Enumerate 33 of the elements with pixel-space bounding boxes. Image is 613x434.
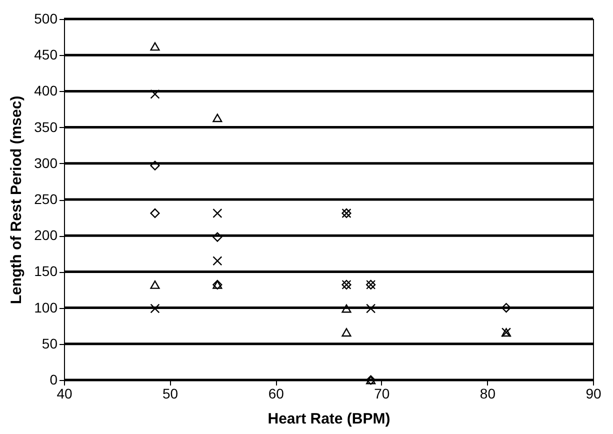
point — [150, 304, 160, 314]
point — [212, 208, 222, 218]
x-tick-label: 50 — [162, 386, 178, 402]
y-tick-label: 400 — [34, 82, 58, 99]
x-tick-label: 60 — [268, 386, 284, 402]
y-tick-label: 450 — [34, 46, 58, 63]
y-tick-label: 100 — [34, 299, 58, 316]
point — [150, 208, 160, 218]
y-axis-title: Length of Rest Period (msec) — [8, 96, 26, 304]
point — [212, 114, 222, 122]
y-tick-label: 250 — [34, 191, 58, 207]
point — [150, 160, 160, 170]
y-tick-label: 150 — [34, 263, 58, 280]
point — [342, 328, 352, 337]
x-tick-label: 40 — [56, 386, 72, 402]
y-tick-label: 300 — [34, 154, 58, 171]
point — [212, 256, 222, 266]
y-tick-label: 200 — [34, 227, 58, 244]
y-tick-label: 0 — [50, 372, 58, 388]
y-tick-label: 50 — [42, 335, 58, 352]
point — [212, 232, 222, 242]
point — [501, 303, 512, 313]
point — [150, 280, 160, 289]
x-tick-label: 90 — [586, 386, 602, 402]
x-axis-title: Heart Rate (BPM) — [268, 410, 390, 428]
y-tick-label: 350 — [34, 118, 58, 135]
point — [342, 304, 352, 313]
y-tick-label: 500 — [34, 10, 58, 26]
point — [150, 42, 160, 51]
x-tick-label: 70 — [374, 386, 390, 402]
point — [150, 89, 160, 99]
point — [366, 304, 376, 314]
x-tick-label: 80 — [480, 386, 496, 402]
